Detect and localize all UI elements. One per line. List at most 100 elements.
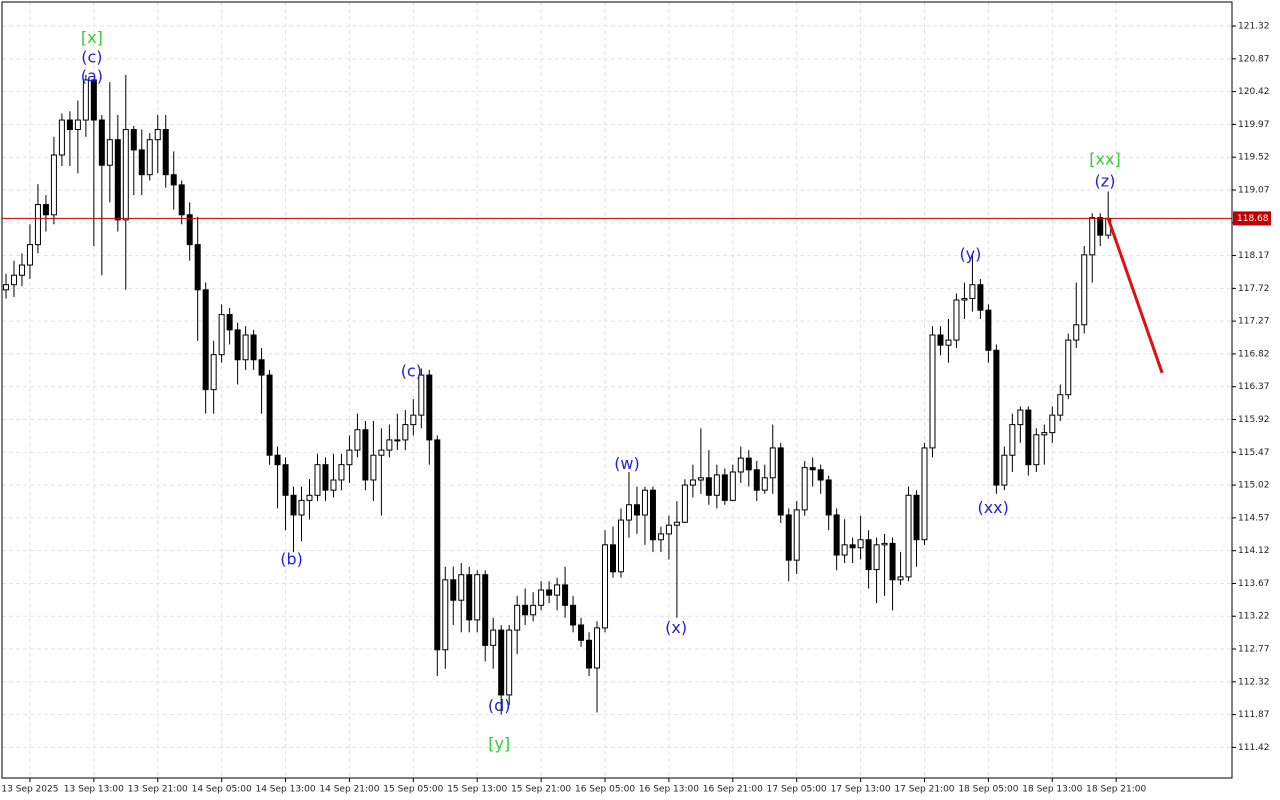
- candle-body: [745, 457, 752, 471]
- candle-body: [490, 629, 497, 646]
- candle-body: [426, 374, 433, 441]
- candle-body: [617, 519, 624, 573]
- candle-body: [961, 298, 968, 301]
- candle-body: [34, 204, 41, 246]
- candle-body: [234, 329, 241, 361]
- candle-body: [857, 539, 864, 549]
- candle-body: [554, 584, 561, 596]
- candle-body: [130, 129, 137, 151]
- candle-body: [402, 424, 409, 441]
- x-tick-label: 18 Sep 13:00: [1022, 785, 1082, 795]
- candle-body: [825, 479, 832, 516]
- candle-body: [785, 514, 792, 561]
- candle-body: [1081, 254, 1088, 326]
- candle-body: [753, 469, 760, 491]
- candle-body: [801, 467, 808, 511]
- wave-label: (z): [1095, 171, 1116, 190]
- candle-body: [498, 629, 505, 696]
- candle-body: [458, 574, 465, 601]
- x-tick-label: 15 Sep 13:00: [447, 785, 507, 795]
- wave-label: (d): [488, 696, 511, 715]
- candle-body: [522, 604, 529, 616]
- candle-body: [466, 574, 473, 621]
- candle-body: [82, 79, 89, 121]
- candle-body: [625, 504, 632, 521]
- x-tick-label: 18 Sep 21:00: [1086, 785, 1146, 795]
- candle-body: [58, 119, 65, 156]
- candle-body: [18, 264, 25, 276]
- candle-body: [330, 479, 337, 491]
- candle-body: [154, 129, 161, 141]
- y-tick-label: 121.32: [1238, 22, 1270, 32]
- candle-body: [1065, 339, 1072, 396]
- y-tick-label: 114.57: [1238, 513, 1270, 523]
- candle-body: [793, 509, 800, 561]
- candle-body: [178, 184, 185, 216]
- x-tick-label: 15 Sep 05:00: [383, 785, 443, 795]
- candle-body: [594, 627, 601, 669]
- candle-body: [633, 504, 640, 516]
- candle-body: [290, 494, 297, 516]
- y-tick-label: 120.42: [1238, 87, 1270, 97]
- y-tick-label: 116.82: [1238, 349, 1270, 359]
- wave-label: (c): [401, 362, 422, 381]
- wave-label: (a): [81, 67, 103, 86]
- candle-body: [66, 119, 73, 131]
- candle-body: [266, 374, 273, 456]
- x-tick-label: 17 Sep 13:00: [831, 785, 891, 795]
- x-tick-label: 18 Sep 05:00: [958, 785, 1018, 795]
- y-tick-label: 115.02: [1238, 481, 1270, 491]
- candle-body: [889, 542, 896, 581]
- candle-body: [578, 624, 585, 641]
- candle-body: [322, 464, 329, 491]
- candle-body: [993, 349, 1000, 486]
- y-tick-label: 119.52: [1238, 153, 1270, 163]
- candle-body: [98, 119, 105, 166]
- candle-body: [10, 274, 17, 286]
- candle-body: [777, 447, 784, 516]
- y-tick-label: 119.07: [1238, 185, 1270, 195]
- y-tick-label: 117.27: [1238, 317, 1270, 327]
- candle-body: [162, 129, 169, 176]
- candle-body: [969, 284, 976, 300]
- y-tick-label: 120.87: [1238, 54, 1270, 64]
- candle-body: [610, 544, 617, 573]
- candle-body: [546, 589, 553, 596]
- candle-body: [737, 457, 744, 473]
- candle-body: [833, 514, 840, 556]
- candle-body: [370, 454, 377, 481]
- candle-body: [721, 474, 728, 501]
- price-label-box: [1233, 211, 1271, 226]
- y-tick-label: 115.47: [1238, 448, 1270, 458]
- candle-body: [2, 284, 9, 291]
- candle-body: [602, 544, 609, 629]
- candle-body: [769, 447, 776, 479]
- x-tick-label: 17 Sep 21:00: [894, 785, 954, 795]
- candle-body: [314, 464, 321, 496]
- candle-body: [921, 447, 928, 541]
- candle-body: [338, 464, 345, 481]
- candle-body: [705, 477, 712, 496]
- candle-body: [657, 533, 664, 541]
- plot-frame: [1, 1, 1233, 779]
- candle-body: [562, 584, 569, 606]
- candle-body: [641, 489, 648, 516]
- candle-body: [1097, 217, 1104, 236]
- y-tick-label: 111.87: [1238, 710, 1270, 720]
- candle-body: [514, 604, 521, 631]
- candle-body: [937, 334, 944, 346]
- x-tick-label: 14 Sep 05:00: [192, 785, 252, 795]
- y-tick-label: 119.97: [1238, 120, 1270, 130]
- candle-body: [1001, 454, 1008, 486]
- candle-body: [1049, 414, 1056, 434]
- x-tick-label: 14 Sep 13:00: [255, 785, 315, 795]
- candle-body: [953, 299, 960, 341]
- candle-body: [194, 244, 201, 291]
- candle-body: [713, 474, 720, 496]
- candle-body: [114, 139, 121, 221]
- candle-body: [346, 449, 353, 466]
- wave-label: (xx): [977, 498, 1008, 517]
- candle-body: [90, 79, 97, 121]
- y-tick-label: 118.17: [1238, 251, 1270, 261]
